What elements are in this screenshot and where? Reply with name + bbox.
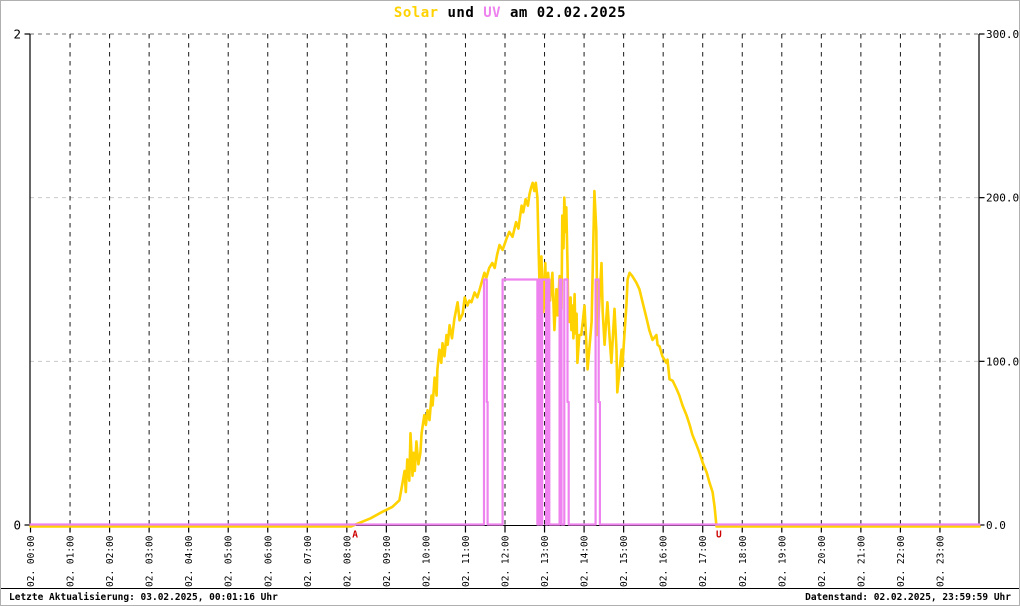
x-tick-label: 02. 04:00 [184, 535, 195, 587]
x-tick-label: 02. 11:00 [461, 535, 472, 587]
x-tick-label: 02. 12:00 [501, 535, 512, 587]
right-tick-label: 300.0 [986, 28, 1019, 41]
x-tick-label: 02. 20:00 [817, 535, 828, 587]
x-tick-label: 02. 13:00 [540, 535, 551, 587]
series-uv-line [29, 278, 981, 526]
x-tick-label: 02. 03:00 [145, 535, 156, 587]
chart-title: Solar und UV am 02.02.2025 [1, 5, 1019, 21]
x-tick-label: 02. 09:00 [382, 535, 393, 587]
last-update-text: Letzte Aktualisierung: 03.02.2025, 00:01… [9, 591, 278, 603]
x-tick-label: 02. 01:00 [66, 535, 77, 587]
title-date-text: am 02.02.2025 [501, 5, 627, 21]
right-tick-label: 200.0 [986, 192, 1019, 205]
x-tick-label: 02. 07:00 [303, 535, 314, 587]
x-tick-label: 02. 21:00 [856, 535, 867, 587]
x-tick-label: 02. 23:00 [935, 535, 946, 587]
title-und-text: und [438, 5, 484, 21]
x-tick-label: 02. 05:00 [224, 535, 235, 587]
x-tick-label: 02. 16:00 [659, 535, 670, 587]
left-tick-label: 2 [13, 27, 21, 42]
right-tick-label: 0.0 [986, 519, 1006, 532]
left-tick-label: 0 [13, 518, 21, 533]
title-uv-label: UV [483, 5, 502, 21]
right-tick-label: 100.0 [986, 355, 1019, 368]
x-tick-label: 02. 15:00 [619, 535, 630, 587]
data-state-text: Datenstand: 02.02.2025, 23:59:59 Uhr [805, 591, 1011, 603]
x-tick-label: 02. 06:00 [263, 535, 274, 587]
x-tick-label: 02. 19:00 [777, 535, 788, 587]
x-tick-label: 02. 10:00 [421, 535, 432, 587]
x-tick-label: 02. 18:00 [738, 535, 749, 587]
title-solar-label: Solar [393, 5, 439, 21]
x-tick-label: 02. 22:00 [896, 535, 907, 587]
sunset-marker: U [716, 530, 722, 541]
sunrise-marker: A [352, 530, 358, 541]
x-tick-label: 02. 08:00 [342, 535, 353, 587]
status-bar: Letzte Aktualisierung: 03.02.2025, 00:01… [1, 588, 1019, 605]
x-tick-label: 02. 14:00 [580, 535, 591, 587]
x-tick-label: 02. 02:00 [105, 535, 116, 587]
x-tick-label: 02. 00:00 [26, 535, 37, 587]
x-tick-label: 02. 17:00 [698, 535, 709, 587]
